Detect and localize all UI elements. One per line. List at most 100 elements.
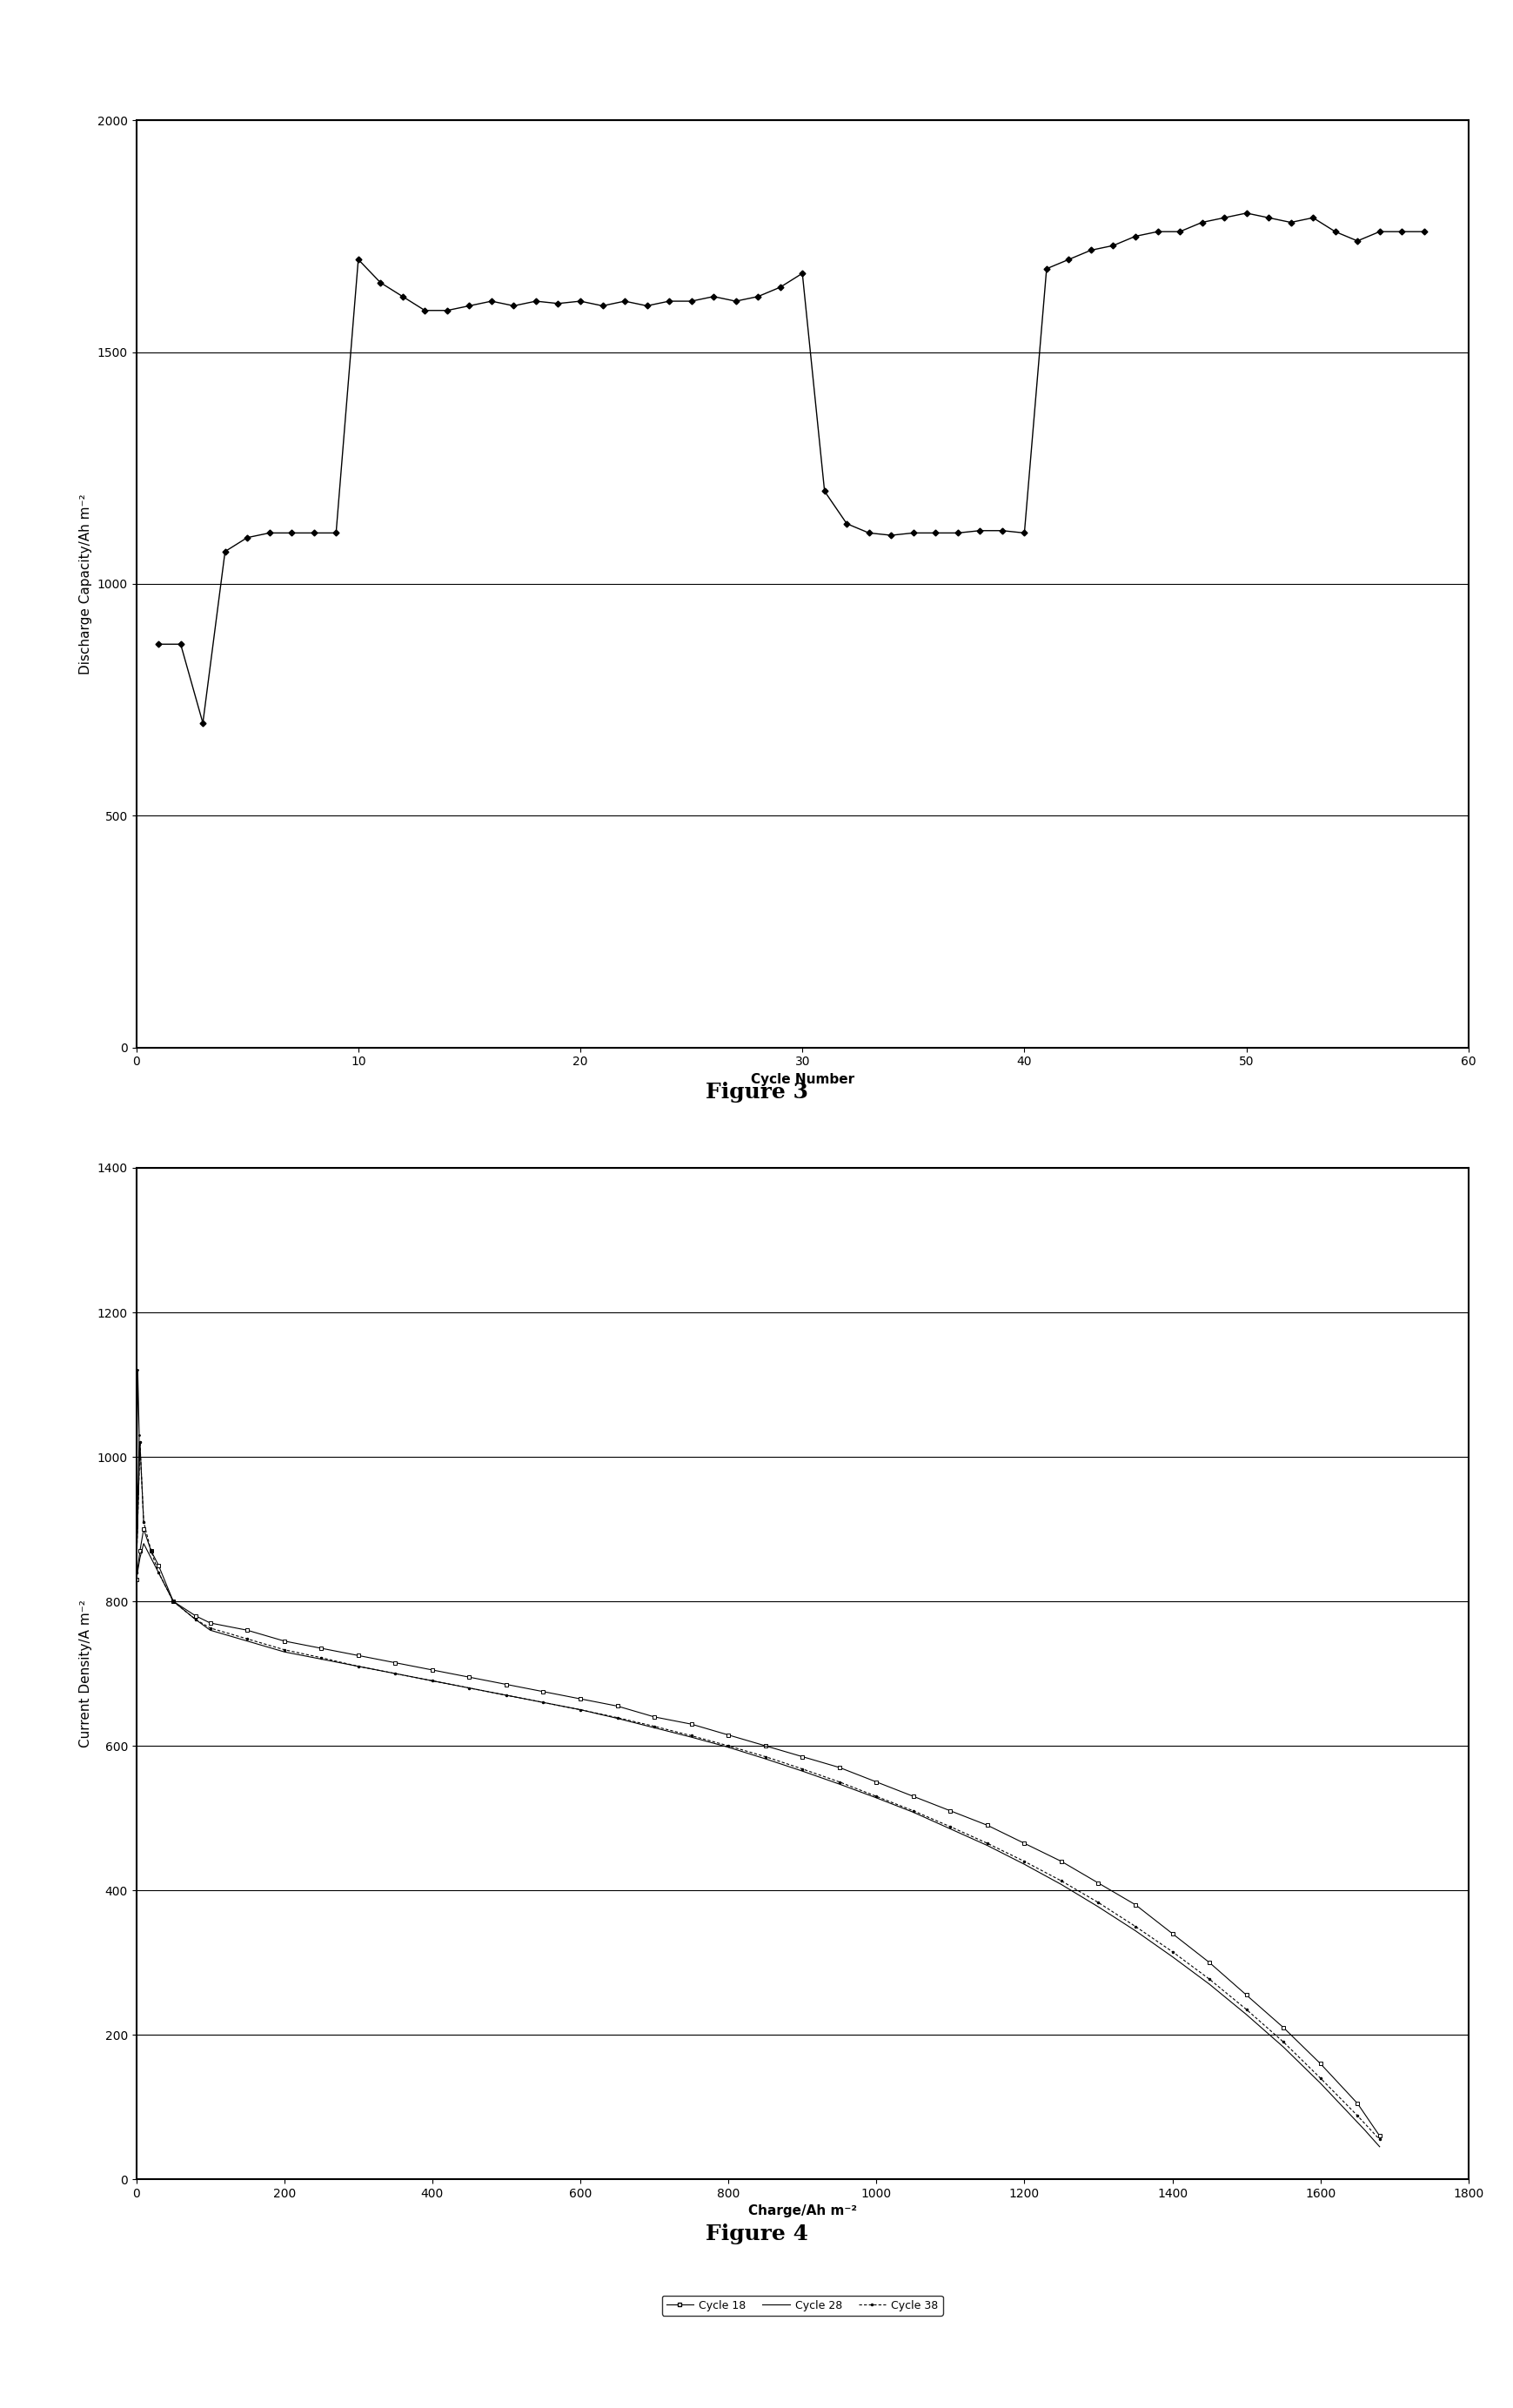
Cycle 28 bbox=[793, 1758, 811, 1787]
Cycle 38 bbox=[135, 1507, 153, 1536]
Cycle 28 bbox=[570, 1695, 589, 1724]
Cycle 38 bbox=[977, 1830, 996, 1859]
Cycle 28 bbox=[186, 1604, 204, 1633]
Cycle 18 bbox=[130, 1536, 148, 1565]
Cycle 38 bbox=[608, 1702, 626, 1731]
Cycle 28 bbox=[127, 1565, 145, 1594]
Cycle 28 bbox=[1200, 1970, 1218, 1999]
Cycle 18 bbox=[424, 1657, 442, 1686]
Cycle 28 bbox=[496, 1681, 514, 1710]
Cycle 18 bbox=[608, 1690, 626, 1719]
Cycle 38 bbox=[1200, 1965, 1218, 1994]
Cycle 38 bbox=[756, 1743, 775, 1772]
Cycle 18 bbox=[460, 1662, 478, 1690]
Cycle 28 bbox=[163, 1587, 182, 1616]
Cycle 28 bbox=[1356, 2117, 1374, 2146]
Cycle 28 bbox=[1052, 1871, 1070, 1900]
Cycle 18 bbox=[163, 1587, 182, 1616]
Cycle 38 bbox=[903, 1796, 921, 1825]
Text: Figure 3: Figure 3 bbox=[705, 1081, 808, 1103]
Cycle 38 bbox=[163, 1587, 182, 1616]
Y-axis label: Discharge Capacity/Ah m⁻²: Discharge Capacity/Ah m⁻² bbox=[79, 494, 92, 674]
Cycle 38 bbox=[238, 1625, 256, 1654]
Cycle 28 bbox=[1369, 2133, 1387, 2162]
Cycle 28 bbox=[867, 1784, 885, 1813]
Cycle 38 bbox=[682, 1722, 701, 1751]
Cycle 18 bbox=[756, 1731, 775, 1760]
Cycle 38 bbox=[386, 1659, 404, 1688]
Cycle 28 bbox=[424, 1666, 442, 1695]
Cycle 18 bbox=[977, 1811, 996, 1840]
Cycle 38 bbox=[130, 1428, 148, 1457]
Cycle 38 bbox=[829, 1767, 847, 1796]
Y-axis label: Current Density/A m⁻²: Current Density/A m⁻² bbox=[79, 1599, 92, 1748]
Legend: Cycle 18, Cycle 28, Cycle 38: Cycle 18, Cycle 28, Cycle 38 bbox=[661, 2295, 943, 2316]
Cycle 28 bbox=[275, 1637, 294, 1666]
Cycle 28 bbox=[719, 1734, 737, 1763]
Cycle 28 bbox=[238, 1628, 256, 1657]
Cycle 28 bbox=[150, 1558, 168, 1587]
Cycle 28 bbox=[201, 1616, 219, 1645]
Cycle 28 bbox=[941, 1816, 959, 1845]
Cycle 28 bbox=[130, 1544, 148, 1572]
Cycle 38 bbox=[350, 1652, 368, 1681]
Cycle 18 bbox=[496, 1671, 514, 1700]
Cycle 28 bbox=[903, 1799, 921, 1828]
Cycle 18 bbox=[570, 1686, 589, 1714]
Text: Figure 4: Figure 4 bbox=[705, 2223, 808, 2244]
Cycle 18 bbox=[534, 1676, 552, 1705]
Cycle 18 bbox=[1052, 1847, 1070, 1876]
Cycle 18 bbox=[1200, 1948, 1218, 1977]
Cycle 28 bbox=[1162, 1943, 1180, 1972]
Cycle 18 bbox=[903, 1782, 921, 1811]
Cycle 18 bbox=[1274, 2013, 1292, 2042]
Cycle 28 bbox=[534, 1688, 552, 1717]
Cycle 18 bbox=[829, 1753, 847, 1782]
Cycle 38 bbox=[793, 1755, 811, 1784]
Cycle 38 bbox=[142, 1536, 160, 1565]
Cycle 38 bbox=[1089, 1888, 1108, 1917]
Cycle 28 bbox=[682, 1722, 701, 1751]
Cycle 38 bbox=[496, 1681, 514, 1710]
Cycle 18 bbox=[682, 1710, 701, 1739]
Cycle 18 bbox=[793, 1743, 811, 1772]
Cycle 38 bbox=[1274, 2028, 1292, 2056]
Cycle 18 bbox=[1162, 1919, 1180, 1948]
Cycle 18 bbox=[150, 1551, 168, 1580]
Cycle 38 bbox=[1310, 2064, 1328, 2093]
Cycle 28 bbox=[829, 1770, 847, 1799]
Cycle 28 bbox=[608, 1705, 626, 1734]
Cycle 38 bbox=[1162, 1936, 1180, 1965]
Legend: Ah/m2: Ah/m2 bbox=[766, 1190, 838, 1209]
Cycle 38 bbox=[645, 1712, 663, 1741]
Cycle 38 bbox=[719, 1731, 737, 1760]
Cycle 38 bbox=[1348, 2102, 1366, 2131]
Cycle 18 bbox=[350, 1642, 368, 1671]
Cycle 18 bbox=[867, 1767, 885, 1796]
Cycle 38 bbox=[127, 1558, 145, 1587]
Cycle 18 bbox=[719, 1719, 737, 1748]
Cycle 18 bbox=[645, 1702, 663, 1731]
Cycle 28 bbox=[1126, 1917, 1144, 1946]
Cycle 28 bbox=[1015, 1849, 1033, 1878]
Cycle 38 bbox=[534, 1688, 552, 1717]
Cycle 18 bbox=[275, 1628, 294, 1657]
Cycle 38 bbox=[867, 1782, 885, 1811]
Cycle 38 bbox=[1236, 1994, 1254, 2023]
Cycle 38 bbox=[150, 1558, 168, 1587]
Cycle 18 bbox=[1089, 1869, 1108, 1898]
Cycle 18 bbox=[1348, 2088, 1366, 2119]
Cycle 18 bbox=[941, 1796, 959, 1825]
Cycle 18 bbox=[127, 1565, 145, 1594]
Cycle 38 bbox=[1126, 1912, 1144, 1941]
Cycle 18 bbox=[386, 1647, 404, 1676]
Cycle 18 bbox=[312, 1633, 330, 1662]
Cycle 38 bbox=[312, 1642, 330, 1671]
Cycle 18 bbox=[135, 1515, 153, 1544]
Cycle 38 bbox=[570, 1695, 589, 1724]
Cycle 28 bbox=[1310, 2068, 1328, 2097]
Cycle 28 bbox=[977, 1830, 996, 1859]
Cycle 18 bbox=[1015, 1830, 1033, 1859]
Cycle 18 bbox=[1310, 2049, 1328, 2078]
Cycle 18 bbox=[1369, 2121, 1387, 2150]
